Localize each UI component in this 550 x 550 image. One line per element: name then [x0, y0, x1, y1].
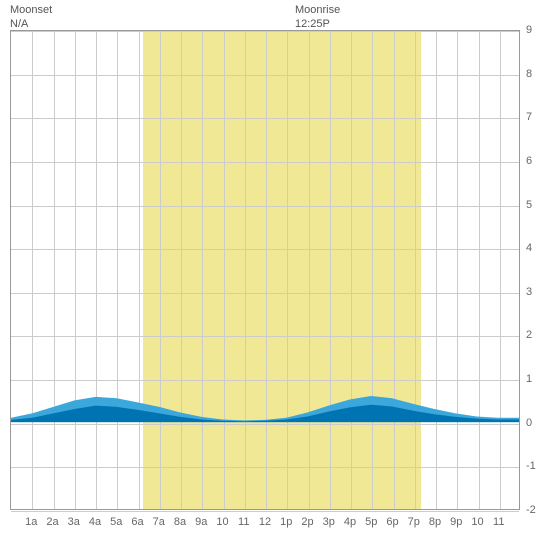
y-tick-label: 5	[526, 199, 532, 211]
x-tick-label: 9a	[195, 516, 207, 528]
x-tick-label: 4a	[89, 516, 101, 528]
x-tick-label: 3a	[68, 516, 80, 528]
plot-area	[10, 30, 520, 510]
grid-line-h	[11, 511, 519, 512]
x-tick-label: 1p	[280, 516, 292, 528]
y-tick-label: 3	[526, 286, 532, 298]
x-tick-label: 11	[493, 516, 504, 528]
moonrise-annotation: Moonrise 12:25P	[295, 3, 340, 31]
x-tick-label: 4p	[344, 516, 356, 528]
y-tick-label: 6	[526, 155, 532, 167]
x-tick-label: 9p	[450, 516, 462, 528]
y-tick-label: 8	[526, 68, 532, 80]
x-tick-label: 5p	[365, 516, 377, 528]
tide-series	[11, 31, 519, 509]
x-tick-label: 10	[216, 516, 228, 528]
x-tick-label: 6p	[386, 516, 398, 528]
moonrise-label: Moonrise	[295, 3, 340, 17]
y-tick-label: 4	[526, 242, 532, 254]
moonrise-value: 12:25P	[295, 17, 340, 31]
y-tick-label: 1	[526, 373, 532, 385]
moonset-label: Moonset	[10, 3, 52, 17]
x-tick-label: 10	[471, 516, 483, 528]
x-tick-label: 8a	[174, 516, 186, 528]
y-tick-label: 2	[526, 329, 532, 341]
x-tick-label: 5a	[110, 516, 122, 528]
y-tick-label: -1	[526, 460, 536, 472]
x-tick-label: 2a	[46, 516, 58, 528]
x-tick-label: 3p	[323, 516, 335, 528]
x-tick-label: 8p	[429, 516, 441, 528]
x-tick-label: 6a	[131, 516, 143, 528]
tide-chart: Moonset N/A Moonrise 12:25P -2-101234567…	[0, 0, 550, 550]
moonset-annotation: Moonset N/A	[10, 3, 52, 31]
x-tick-label: 2p	[301, 516, 313, 528]
x-tick-label: 7a	[153, 516, 165, 528]
x-tick-label: 1a	[25, 516, 37, 528]
y-tick-label: 0	[526, 417, 532, 429]
x-tick-label: 7p	[408, 516, 420, 528]
y-tick-label: 7	[526, 111, 532, 123]
y-tick-label: -2	[526, 504, 536, 516]
x-tick-label: 11	[238, 516, 249, 528]
moonset-value: N/A	[10, 17, 52, 31]
x-tick-label: 12	[259, 516, 271, 528]
y-tick-label: 9	[526, 24, 532, 36]
